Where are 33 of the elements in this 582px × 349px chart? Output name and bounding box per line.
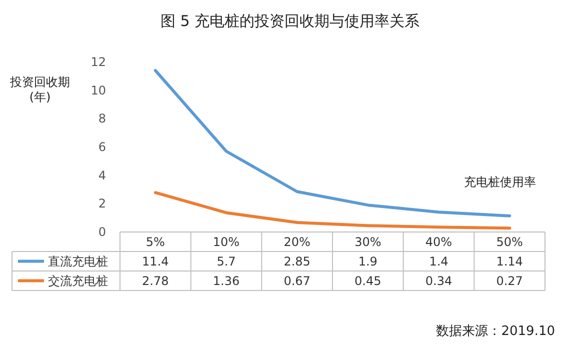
data-label: 0.34 [425, 274, 452, 288]
data-label: 1.4 [429, 254, 448, 268]
legend-label: 交流充电桩 [48, 274, 108, 288]
y-tick-label: 12 [90, 55, 106, 69]
data-label: 0.45 [354, 274, 382, 288]
y-tick-label: 2 [98, 196, 106, 211]
y-tick-label: 8 [98, 112, 106, 126]
data-label: 0.27 [496, 274, 523, 288]
legend-label: 直流充电桩 [48, 254, 108, 268]
y-tick-label: 4 [98, 168, 106, 182]
data-label: 2.85 [284, 254, 310, 268]
x-tick-label: 30% [354, 235, 382, 249]
source-note: 数据来源：2019.10 [436, 324, 555, 339]
data-label: 1.14 [496, 254, 523, 268]
data-label: 5.7 [216, 254, 236, 268]
line-series [154, 191, 512, 230]
y-tick-label: 6 [98, 140, 106, 154]
x-tick-label: 5% [146, 235, 165, 249]
x-tick-label: 10% [212, 235, 240, 249]
data-label: 1.36 [212, 274, 240, 288]
line-series [154, 69, 512, 218]
data-label: 1.9 [358, 254, 378, 268]
y-tick-label: 0 [98, 225, 106, 239]
y-tick-label: 10 [90, 83, 106, 98]
y-axis-title: 投资回收期 (年) [9, 75, 70, 104]
x-axis-title: 充电桩使用率 [464, 175, 536, 189]
data-label: 2.78 [142, 274, 169, 288]
x-tick-label: 50% [496, 235, 523, 249]
x-tick-label: 20% [284, 235, 310, 249]
x-tick-label: 40% [425, 235, 452, 249]
chart-title: 图 5 充电桩的投资回收期与使用率关系 [160, 12, 420, 30]
data-label: 0.67 [284, 274, 310, 288]
data-label: 11.4 [142, 254, 169, 268]
